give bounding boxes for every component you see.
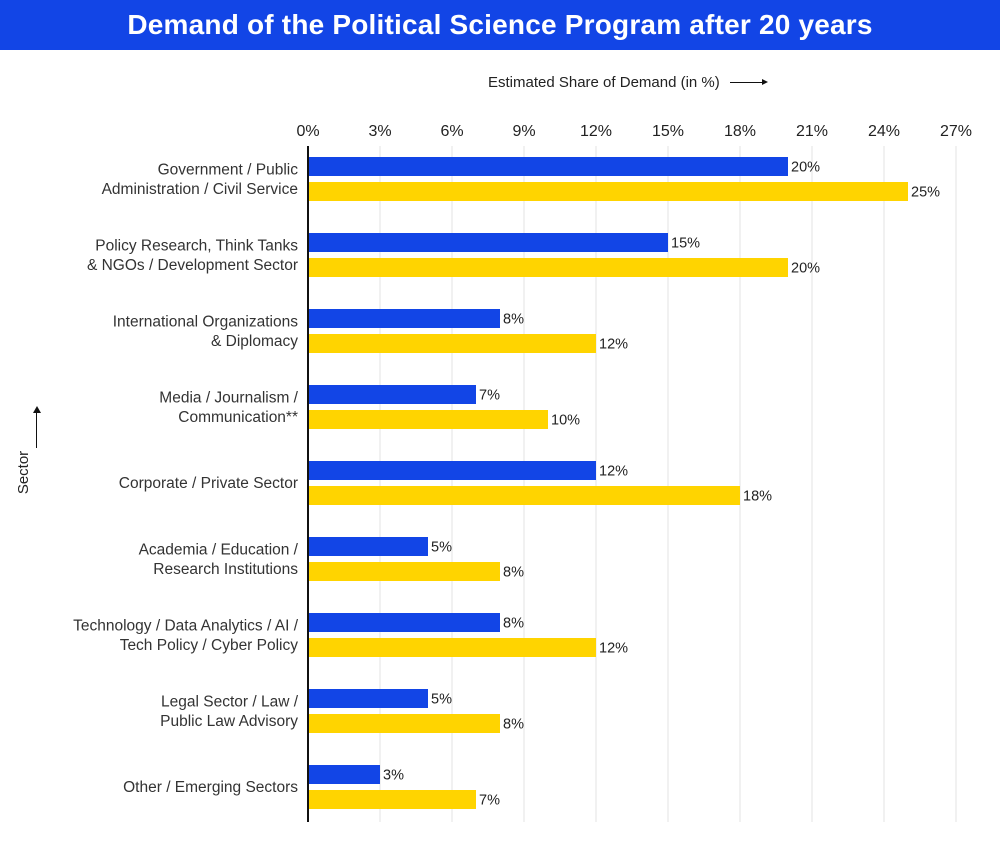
category-label: Administration / Civil Service <box>102 181 298 198</box>
category-label: Media / Journalism / <box>159 389 298 406</box>
data-label: 8% <box>503 717 524 733</box>
bar <box>308 233 668 252</box>
bar <box>308 790 476 809</box>
bar <box>308 537 428 556</box>
bar <box>308 385 476 404</box>
data-label: 25% <box>911 185 940 201</box>
data-label: 12% <box>599 337 628 353</box>
category-label: Government / Public <box>158 161 299 178</box>
x-tick-label: 12% <box>580 123 612 140</box>
category-label: Legal Sector / Law / <box>161 693 299 710</box>
bar <box>308 689 428 708</box>
x-tick-label: 6% <box>440 123 463 140</box>
arrow-up-line <box>36 412 37 448</box>
data-label: 7% <box>479 793 500 809</box>
data-label: 8% <box>503 312 524 328</box>
category-label: Public Law Advisory <box>160 713 298 730</box>
arrow-up-icon <box>32 406 41 413</box>
data-label: 20% <box>791 160 820 176</box>
category-label: & Diplomacy <box>211 333 298 350</box>
bar <box>308 334 596 353</box>
bar <box>308 182 908 201</box>
category-label: Academia / Education / <box>139 541 299 558</box>
category-label: International Organizations <box>113 313 299 330</box>
x-axis-label: Estimated Share of Demand (in %) <box>488 74 768 91</box>
bar <box>308 613 500 632</box>
category-label: Technology / Data Analytics / AI / <box>73 617 299 634</box>
category-label: Policy Research, Think Tanks <box>95 237 298 254</box>
data-label: 12% <box>599 464 628 480</box>
data-label: 5% <box>431 692 452 708</box>
bar <box>308 258 788 277</box>
bar <box>308 714 500 733</box>
bar <box>308 562 500 581</box>
data-label: 8% <box>503 565 524 581</box>
x-tick-label: 3% <box>368 123 391 140</box>
x-tick-label: 18% <box>724 123 756 140</box>
x-tick-label: 21% <box>796 123 828 140</box>
data-label: 15% <box>671 236 700 252</box>
x-tick-label: 9% <box>512 123 535 140</box>
bar <box>308 486 740 505</box>
x-tick-label: 24% <box>868 123 900 140</box>
x-tick-label: 15% <box>652 123 684 140</box>
bar <box>308 638 596 657</box>
y-axis-label: Sector <box>15 406 52 506</box>
data-label: 7% <box>479 388 500 404</box>
category-label: Corporate / Private Sector <box>119 475 298 492</box>
arrow-right-icon <box>729 79 768 85</box>
data-label: 18% <box>743 489 772 505</box>
x-tick-label: 0% <box>296 123 319 140</box>
data-label: 5% <box>431 540 452 556</box>
data-label: 8% <box>503 616 524 632</box>
bar <box>308 157 788 176</box>
category-label: Research Institutions <box>153 561 298 578</box>
data-label: 20% <box>791 261 820 277</box>
x-tick-label: 27% <box>940 123 972 140</box>
x-axis-label-text: Estimated Share of Demand (in %) <box>488 74 720 91</box>
category-label: & NGOs / Development Sector <box>87 257 298 274</box>
bar <box>308 309 500 328</box>
category-label: Communication** <box>178 409 298 426</box>
bar <box>308 410 548 429</box>
data-label: 3% <box>383 768 404 784</box>
title-banner: Demand of the Political Science Program … <box>0 0 1000 50</box>
data-label: 12% <box>599 641 628 657</box>
data-label: 10% <box>551 413 580 429</box>
category-label: Tech Policy / Cyber Policy <box>120 637 299 654</box>
category-label: Other / Emerging Sectors <box>123 779 298 796</box>
chart-title: Demand of the Political Science Program … <box>127 9 873 40</box>
bar <box>308 765 380 784</box>
bar <box>308 461 596 480</box>
